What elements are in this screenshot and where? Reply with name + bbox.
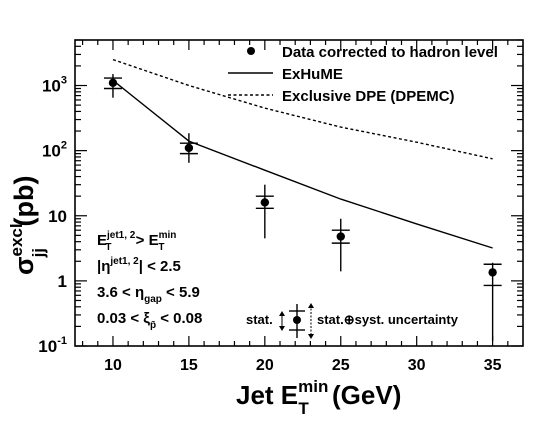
key-stat-arrowhead: [279, 326, 285, 331]
x-tick-label: 10: [104, 357, 122, 374]
dpemc-curve: [112, 58, 493, 160]
cut-text: 0.03 < ξp̄ < 0.08: [97, 310, 202, 331]
axes: 10 15 20 25 30 35 10-1 1 10 102 103: [38, 39, 524, 374]
x-tick-label: 15: [180, 357, 198, 374]
key-stat-label: stat.: [246, 312, 273, 327]
legend-label: ExHuME: [282, 66, 343, 83]
cut-text: |ηjet1, 2| < 2.5: [97, 256, 181, 275]
y-axis-title: σexcl jj (pb): [7, 175, 48, 275]
y-tick-label: 10: [48, 207, 67, 226]
axis-labels: Jet Emin T (GeV) σexcl jj (pb): [7, 175, 401, 418]
y-tick-label: 103: [42, 75, 67, 96]
series-layer: [103, 58, 502, 341]
data-point: [260, 198, 270, 207]
data-point: [184, 143, 194, 153]
key-syst-label: stat.⊕syst. uncertainty: [317, 312, 459, 327]
key-marker: [293, 316, 301, 324]
legend: Data corrected to hadron level ExHuME Excl…: [228, 44, 498, 105]
cut-text: 3.6 < ηgap < 5.9: [97, 284, 200, 305]
key-syst-arrowhead: [308, 334, 314, 339]
x-tick-label: 20: [256, 357, 274, 374]
legend-marker: [247, 47, 255, 55]
y-tick-label: 1: [58, 272, 67, 291]
x-tick-label: 30: [408, 357, 426, 374]
data-point: [336, 232, 345, 241]
data-point: [488, 268, 497, 277]
exhume-curve: [112, 79, 493, 249]
legend-label: Exclusive DPE (DPEMC): [282, 88, 455, 105]
uncertainty-key: stat. stat.⊕syst. uncertainty: [246, 303, 459, 339]
y-tick-label: 10-1: [38, 335, 67, 356]
legend-label: Data corrected to hadron level: [282, 44, 498, 61]
x-tick-label: 25: [332, 357, 350, 374]
x-axis-title: Jet Emin T (GeV): [236, 377, 401, 418]
x-tick-label: 35: [484, 357, 502, 374]
plot-frame: [74, 39, 524, 347]
key-stat-arrowhead: [279, 311, 285, 316]
y-tick-label: 102: [42, 140, 67, 161]
key-syst-arrowhead: [308, 303, 314, 308]
data-point: [108, 78, 118, 88]
